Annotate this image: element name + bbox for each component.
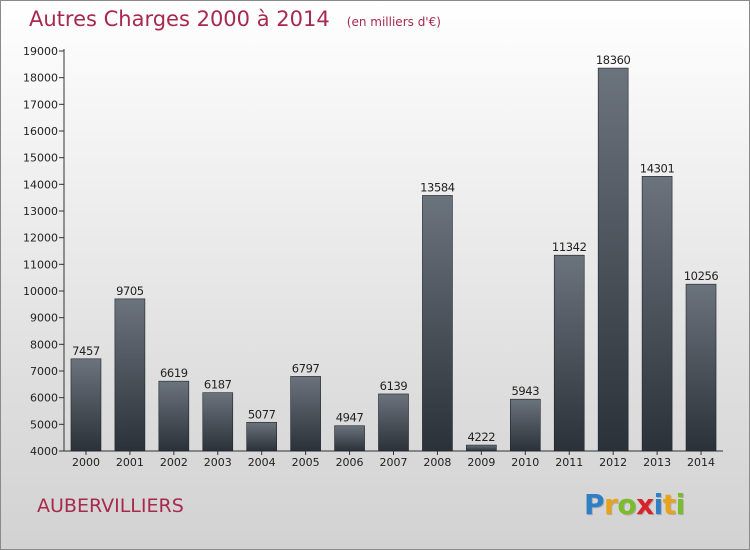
bar-data-label: 9705 — [116, 284, 144, 298]
y-tick-label: 12000 — [23, 232, 58, 245]
x-tick-label: 2009 — [467, 456, 495, 469]
bar — [290, 376, 321, 452]
logo-letter: x — [636, 488, 654, 521]
x-tick-label: 2004 — [248, 456, 276, 469]
y-tick-label: 4000 — [30, 445, 58, 458]
bar-data-label: 13584 — [420, 180, 455, 194]
bar-data-label: 6619 — [160, 366, 188, 380]
chart-title: Autres Charges 2000 à 2014 — [29, 7, 330, 31]
x-tick-label: 2003 — [204, 456, 232, 469]
x-tick-label: 2012 — [599, 456, 627, 469]
bar — [70, 358, 102, 452]
x-tick-label: 2006 — [336, 456, 364, 469]
x-tick-label: 2008 — [423, 456, 451, 469]
bar-data-label: 11342 — [552, 240, 587, 254]
bar — [641, 176, 673, 452]
logo-letter: P — [584, 488, 605, 521]
x-tick-label: 2013 — [643, 456, 671, 469]
chart-bars — [70, 67, 717, 452]
bar — [246, 421, 277, 452]
bar — [114, 298, 146, 452]
bar-data-label: 5077 — [248, 407, 276, 421]
bar-data-label: 10256 — [684, 269, 719, 283]
bar — [553, 254, 585, 452]
bar — [158, 380, 190, 452]
bar-data-label: 4947 — [336, 411, 364, 425]
bar — [378, 393, 409, 452]
x-tick-label: 2014 — [687, 456, 715, 469]
bar-data-label: 14301 — [640, 161, 675, 175]
bar — [509, 398, 541, 452]
bar — [422, 195, 453, 452]
bar — [334, 425, 365, 452]
y-tick-label: 7000 — [30, 365, 58, 378]
y-tick-label: 18000 — [23, 72, 58, 85]
x-tick-label: 2007 — [380, 456, 408, 469]
x-tick-label: 2010 — [511, 456, 539, 469]
y-tick-label: 13000 — [23, 205, 58, 218]
y-tick-label: 11000 — [23, 258, 58, 271]
logo-letter: o — [617, 488, 637, 521]
bar-data-label: 6187 — [204, 378, 232, 392]
bar-data-label: 4222 — [468, 430, 496, 444]
x-tick-label: 2000 — [72, 456, 100, 469]
city-name: AUBERVILLIERS — [37, 495, 184, 517]
y-tick-label: 15000 — [23, 152, 58, 165]
chart-data-labels: 7457 9705 6619 6187 5077 6797 4947 6139 13584 422… — [72, 53, 719, 444]
proxiti-logo: Proxiti — [584, 488, 685, 521]
x-tick-label: 2011 — [555, 456, 583, 469]
y-tick-label: 19000 — [23, 45, 58, 58]
chart-unit: (en milliers d'€) — [346, 15, 441, 29]
bar-data-label: 18360 — [596, 53, 631, 67]
y-tick-label: 6000 — [30, 392, 58, 405]
x-tick-label: 2005 — [292, 456, 320, 469]
x-tick-label: 2001 — [116, 456, 144, 469]
bar — [202, 392, 234, 452]
logo-letter: i — [653, 488, 664, 521]
bar — [466, 444, 497, 452]
y-tick-label: 5000 — [30, 418, 58, 431]
bar-data-label: 6139 — [380, 379, 408, 393]
logo-letter: t — [662, 488, 676, 521]
bar-data-label: 5943 — [511, 384, 539, 398]
bar — [597, 67, 629, 452]
chart-title-block: Autres Charges 2000 à 2014 (en milliers … — [29, 7, 441, 31]
logo-letter: r — [604, 488, 618, 521]
logo-letter: i — [675, 488, 686, 521]
y-tick-label: 10000 — [23, 285, 58, 298]
y-tick-label: 14000 — [23, 178, 58, 191]
y-tick-label: 17000 — [23, 98, 58, 111]
chart-axes: 4000 5000 6000 7000 8000 9000 10000 11000 12000 1… — [23, 45, 723, 469]
bar — [685, 283, 717, 452]
y-tick-label: 16000 — [23, 125, 58, 138]
y-tick-label: 8000 — [30, 338, 58, 351]
x-tick-label: 2002 — [160, 456, 188, 469]
bar-data-label: 7457 — [72, 344, 100, 358]
bar-data-label: 6797 — [292, 361, 320, 375]
y-tick-label: 9000 — [30, 312, 58, 325]
